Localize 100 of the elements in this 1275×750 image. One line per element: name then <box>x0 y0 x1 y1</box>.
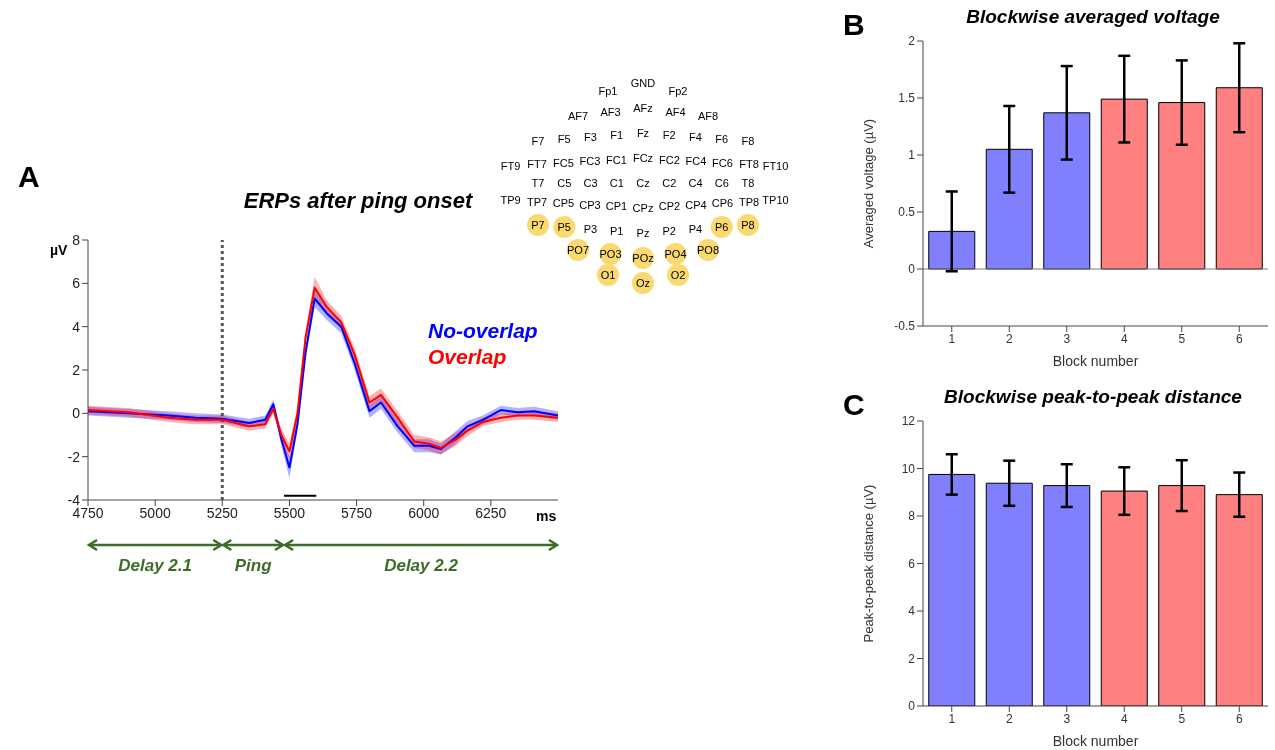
category-label: F7 <box>531 135 545 147</box>
category-label: FC6 <box>712 156 733 169</box>
category-label: FC3 <box>579 155 601 168</box>
y-tick-label: 8 <box>72 231 81 248</box>
category-label: AF7 <box>567 110 589 122</box>
y-axis-title: Averaged voltage (µV) <box>860 118 876 249</box>
x-tick-label: 1 <box>948 331 956 346</box>
category-label: FT9 <box>500 160 521 172</box>
category-label: F4 <box>689 131 702 143</box>
x-tick-label: 4 <box>1120 331 1128 346</box>
category-label: PO7 <box>566 244 590 256</box>
x-tick-label: 3 <box>1063 711 1071 726</box>
x-tick-label: 5500 <box>273 504 306 521</box>
category-label: F1 <box>610 129 624 141</box>
y-tick-label: 6 <box>908 556 916 571</box>
y-tick-label: 10 <box>901 461 916 476</box>
category-label: P4 <box>688 223 703 235</box>
x-tick-label: 6 <box>1235 711 1243 726</box>
y-tick-label: 8 <box>908 509 916 524</box>
category-label: FC5 <box>553 156 574 169</box>
category-label: CP2 <box>658 200 681 213</box>
category-label: FT10 <box>762 160 789 172</box>
category-label: Fz <box>636 127 650 139</box>
text: Delay 2.1 <box>118 556 193 575</box>
y-tick-label: 12 <box>901 414 916 429</box>
category-label: FC2 <box>659 153 680 166</box>
category-label: Oz <box>635 277 651 289</box>
category-label: C2 <box>662 177 677 189</box>
y-tick-label: 0 <box>908 262 916 277</box>
category-label: T7 <box>531 177 545 189</box>
category-label: PO3 <box>599 248 622 260</box>
y-tick-label: 1.5 <box>898 91 916 106</box>
category-label: CPz <box>632 202 654 214</box>
category-label: TP10 <box>762 194 789 206</box>
category-label: F2 <box>662 129 676 141</box>
category-label: Cz <box>636 177 650 189</box>
category-label: C6 <box>714 177 729 189</box>
category-label: PO4 <box>664 248 687 260</box>
chart-title: Blockwise averaged voltage <box>965 6 1221 28</box>
y-tick-label: 4 <box>908 604 916 619</box>
category-label: P1 <box>610 225 624 237</box>
y-tick-label: 2 <box>908 651 916 666</box>
category-label: TP7 <box>526 195 548 208</box>
category-label: C1 <box>609 177 624 189</box>
category-label: T8 <box>741 177 755 189</box>
y-tick-label: 1 <box>908 148 916 163</box>
category-label: F5 <box>557 133 571 145</box>
x-tick-label: 5250 <box>206 504 239 521</box>
category-label: F3 <box>584 131 597 143</box>
x-tick-label: 1 <box>948 711 956 726</box>
category-label: AF8 <box>697 110 719 122</box>
text: B <box>843 8 865 42</box>
category-label: FC4 <box>685 155 707 168</box>
category-label: FT7 <box>527 158 547 171</box>
x-axis-title: Block number <box>1052 353 1139 369</box>
category-label: Fp1 <box>598 85 618 97</box>
y-tick-label: 0 <box>72 405 81 422</box>
x-tick-label: 2 <box>1005 711 1013 726</box>
category-label: POz <box>632 252 654 264</box>
y-tick-label: 0.5 <box>898 205 916 220</box>
text: No-overlap <box>428 318 538 344</box>
y-tick-label: 2 <box>72 361 81 378</box>
category-label: P6 <box>715 221 729 233</box>
x-tick-label: 4 <box>1120 711 1128 726</box>
category-label: FT8 <box>739 158 759 171</box>
chart-title: Blockwise peak-to-peak distance <box>943 386 1243 408</box>
category-label: Pz <box>636 227 650 239</box>
x-tick-label: 6250 <box>475 504 507 521</box>
category-label: P7 <box>531 219 545 231</box>
category-label: C5 <box>557 177 572 189</box>
category-label: C3 <box>583 177 598 189</box>
category-label: P2 <box>662 225 676 237</box>
category-label: CP6 <box>711 197 734 210</box>
category-label: O1 <box>600 269 616 281</box>
category-label: TP9 <box>500 194 521 206</box>
x-tick-label: 6 <box>1235 331 1243 346</box>
category-label: AF4 <box>665 106 686 118</box>
x-tick-label: 6000 <box>408 504 440 521</box>
category-label: P3 <box>583 223 598 235</box>
x-tick-label: 5 <box>1178 331 1186 346</box>
y-tick-label: 4 <box>72 318 81 335</box>
category-label: AFz <box>633 102 653 114</box>
text: Overlap <box>428 344 508 370</box>
y-axis-title: µV <box>50 242 69 258</box>
category-label: F6 <box>715 133 729 145</box>
x-tick-label: 5750 <box>340 504 373 521</box>
x-tick-label: 5 <box>1178 711 1186 726</box>
x-axis-title: Block number <box>1052 733 1139 749</box>
x-axis-title: ms <box>536 508 557 524</box>
category-label: TP8 <box>738 195 760 208</box>
text: C <box>843 388 865 422</box>
category-label: CP1 <box>605 200 628 213</box>
category-label: PO8 <box>696 244 720 256</box>
category-label: FCz <box>632 152 654 164</box>
category-label: O2 <box>670 269 686 281</box>
category-label: C4 <box>688 177 703 189</box>
y-tick-label: 0 <box>908 699 916 714</box>
category-label: Fp2 <box>668 85 688 97</box>
y-tick-label: 6 <box>72 275 81 292</box>
y-tick-label: 2 <box>908 34 916 49</box>
